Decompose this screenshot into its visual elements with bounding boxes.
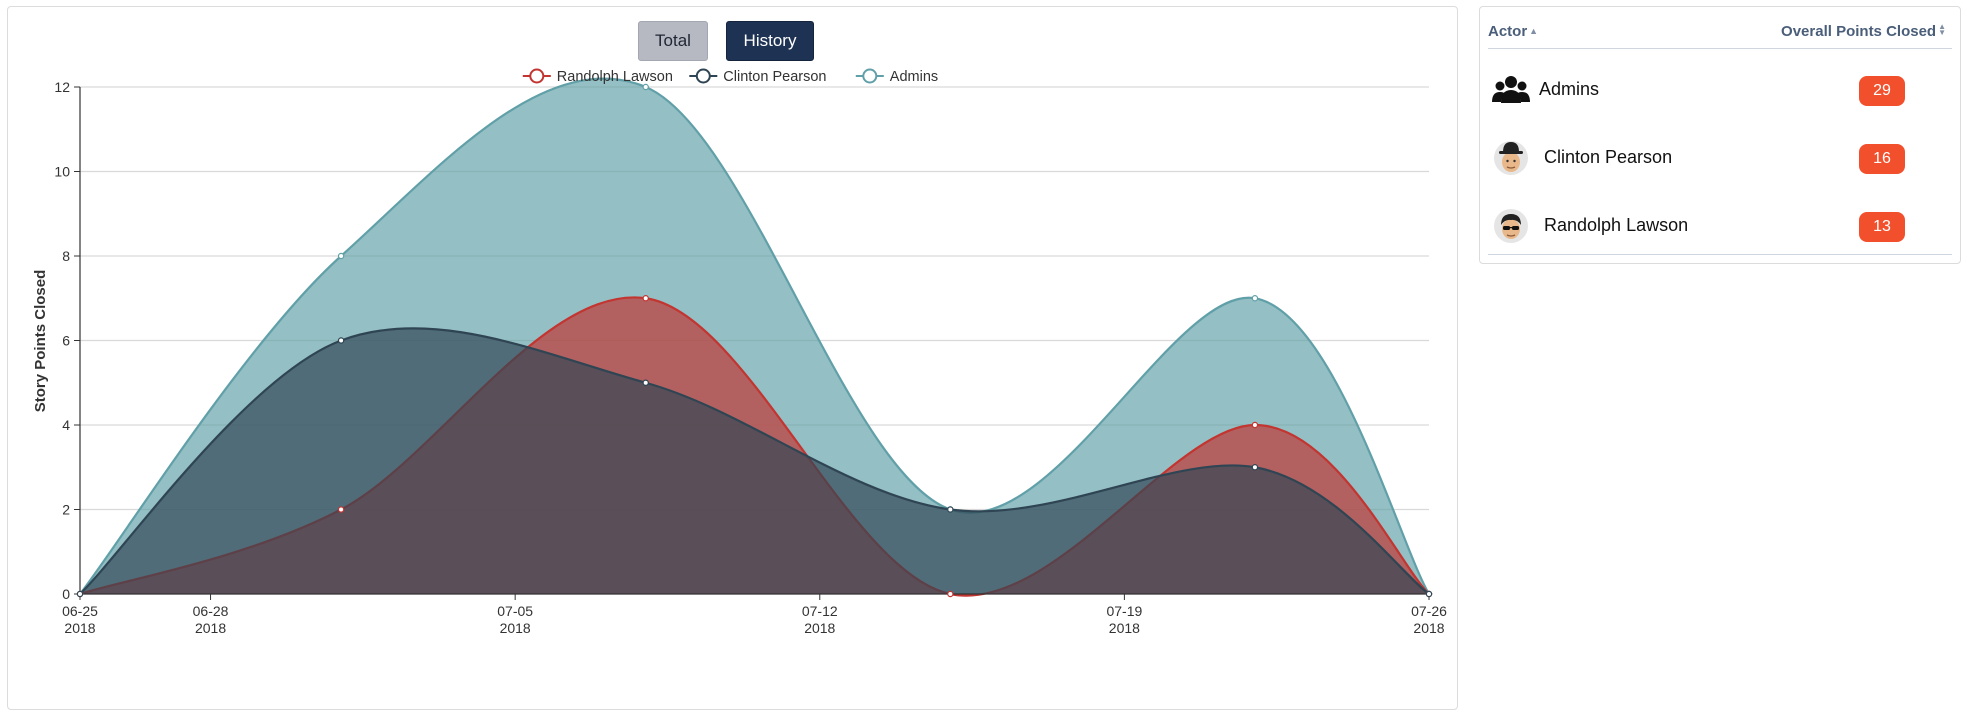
leaderboard-row-admins: Admins 29 bbox=[1488, 61, 1952, 121]
legend-swatch-marker bbox=[862, 68, 878, 84]
history-button[interactable]: History bbox=[726, 21, 814, 61]
sunglasses-avatar-icon bbox=[1494, 209, 1528, 243]
y-axis-title: Story Points Closed bbox=[32, 270, 49, 413]
legend-swatch-marker bbox=[529, 68, 545, 84]
data-point bbox=[1251, 464, 1259, 471]
legend: Randolph Lawson Clinton Pearson Admins bbox=[522, 68, 938, 85]
data-point bbox=[337, 252, 345, 260]
x-tick-label: 06-28 bbox=[193, 603, 229, 619]
x-tick-year-label: 2018 bbox=[1413, 620, 1444, 636]
data-point bbox=[1251, 295, 1259, 302]
y-tick-label: 2 bbox=[62, 502, 70, 518]
legend-label: Randolph Lawson bbox=[557, 69, 673, 85]
data-point bbox=[642, 83, 649, 91]
leaderboard-row-randolph: Randolph Lawson 13 bbox=[1488, 197, 1952, 257]
data-point bbox=[947, 590, 954, 598]
series-line bbox=[79, 77, 1430, 595]
sort-asc-icon: ▲ bbox=[1529, 26, 1539, 36]
legend-label: Clinton Pearson bbox=[723, 69, 826, 85]
y-tick-label: 10 bbox=[54, 164, 70, 180]
x-tick-year-label: 2018 bbox=[804, 620, 835, 636]
legend-swatch-marker bbox=[695, 68, 711, 84]
data-point bbox=[1251, 421, 1259, 429]
leaderboard-row-clinton: Clinton Pearson 16 bbox=[1488, 129, 1952, 189]
table-bottom-divider bbox=[1488, 254, 1952, 255]
actor-name: Admins bbox=[1539, 79, 1600, 99]
points-header-label: Overall Points Closed bbox=[1781, 23, 1937, 40]
history-chart: 02468101206-25201806-28201807-05201807-1… bbox=[32, 68, 1447, 636]
x-tick-year-label: 2018 bbox=[64, 620, 95, 636]
points-badge: 29 bbox=[1859, 76, 1905, 106]
data-point bbox=[76, 590, 84, 598]
data-point bbox=[642, 295, 649, 302]
axes: 02468101206-25201806-28201807-05201807-1… bbox=[54, 79, 1447, 636]
data-point bbox=[337, 337, 345, 344]
x-tick-year-label: 2018 bbox=[500, 620, 531, 636]
data-point bbox=[337, 506, 345, 513]
y-tick-label: 6 bbox=[62, 333, 70, 349]
y-tick-label: 4 bbox=[62, 417, 70, 433]
y-tick-label: 12 bbox=[54, 79, 70, 95]
x-tick-year-label: 2018 bbox=[1109, 620, 1140, 636]
sort-both-icon: ▲ ▼ bbox=[1938, 22, 1946, 37]
hat-avatar-icon bbox=[1494, 141, 1528, 175]
series-area bbox=[80, 328, 1429, 594]
actor-column-header[interactable]: Actor ▲ bbox=[1488, 23, 1538, 40]
actor-name: Clinton Pearson bbox=[1544, 147, 1673, 167]
actor-header-label: Actor bbox=[1488, 23, 1528, 40]
series-areas bbox=[79, 77, 1430, 597]
series-points bbox=[76, 83, 1433, 598]
data-point bbox=[642, 379, 649, 386]
x-tick-label: 07-05 bbox=[497, 603, 533, 619]
x-tick-label: 07-12 bbox=[802, 603, 838, 619]
x-tick-label: 07-26 bbox=[1411, 603, 1447, 619]
header-divider bbox=[1488, 48, 1952, 49]
legend-label: Admins bbox=[890, 69, 938, 85]
data-point bbox=[947, 506, 954, 513]
total-button[interactable]: Total bbox=[638, 21, 708, 61]
leaderboard-panel: Actor ▲ Overall Points Closed ▲ ▼ Admins 29… bbox=[1479, 6, 1961, 264]
points-badge: 13 bbox=[1859, 212, 1905, 242]
points-column-header[interactable]: Overall Points Closed ▲ ▼ bbox=[1781, 22, 1946, 41]
y-tick-label: 0 bbox=[62, 586, 70, 602]
points-badge: 16 bbox=[1859, 144, 1905, 174]
y-tick-label: 8 bbox=[62, 248, 70, 264]
x-tick-label: 06-25 bbox=[62, 603, 98, 619]
data-point bbox=[1425, 590, 1433, 598]
x-tick-year-label: 2018 bbox=[195, 620, 226, 636]
x-tick-label: 07-19 bbox=[1106, 603, 1142, 619]
actor-name: Randolph Lawson bbox=[1544, 215, 1689, 235]
group-icon bbox=[1492, 76, 1530, 103]
